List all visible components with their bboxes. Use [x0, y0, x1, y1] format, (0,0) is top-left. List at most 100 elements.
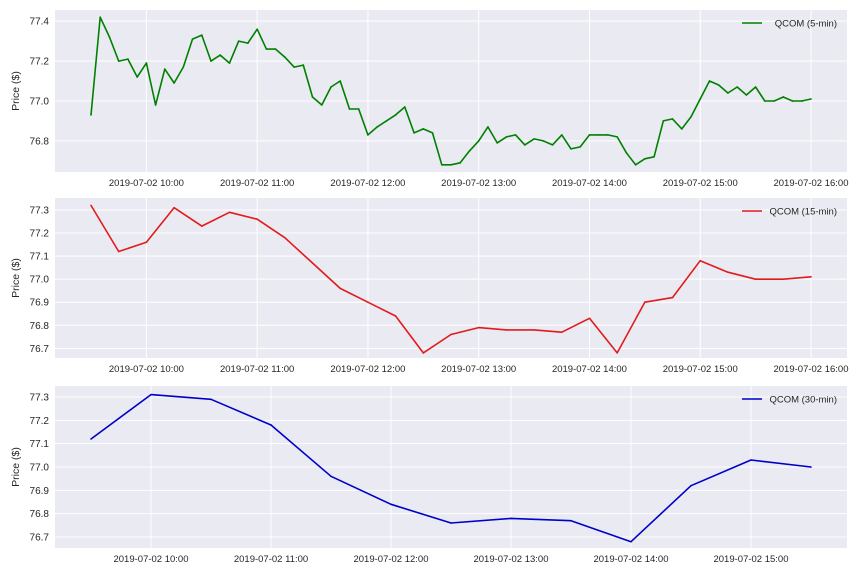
data-point [200, 34, 203, 36]
legend: QCOM (30-min) [742, 395, 837, 406]
data-point [570, 148, 572, 150]
data-point [510, 517, 512, 520]
data-point [330, 475, 332, 478]
data-point [330, 86, 332, 88]
data-point [588, 134, 591, 136]
data-point [750, 459, 752, 461]
y-tick-label: 76.8 [30, 509, 50, 520]
data-point [533, 138, 535, 140]
data-point [357, 108, 360, 110]
data-point [671, 118, 674, 120]
data-point [164, 68, 166, 70]
data-point [560, 331, 563, 333]
legend: QCOM (5-min) [742, 19, 837, 30]
data-point [311, 96, 314, 98]
plot-area [55, 10, 847, 172]
x-tick-label: 2019-07-02 14:00 [552, 178, 627, 189]
data-point [616, 136, 618, 138]
data-point [699, 259, 702, 262]
data-point [727, 92, 729, 94]
data-point [542, 140, 545, 142]
subplot-3: 76.7 76.8 76.9 77.0 77.1 77.2 77.3 2019-07-02 1… [10, 386, 847, 565]
data-point [390, 503, 392, 506]
x-tick-label: 2019-07-02 10:00 [113, 554, 188, 565]
data-point [367, 301, 369, 304]
y-tick-label: 76.8 [30, 136, 50, 147]
data-point [607, 134, 609, 136]
data-point [754, 86, 757, 88]
data-point [459, 162, 462, 164]
y-tick-label: 76.9 [30, 298, 50, 309]
x-tick-label: 2019-07-02 12:00 [330, 178, 405, 189]
data-point [505, 136, 508, 138]
data-point [320, 104, 323, 106]
data-point [256, 218, 258, 221]
y-axis-label: Price ($) [10, 71, 22, 111]
y-tick-label: 77.2 [30, 229, 50, 240]
legend-label: QCOM (15-min) [769, 207, 837, 218]
data-point [284, 56, 286, 58]
data-point [90, 114, 92, 116]
data-point [524, 144, 526, 146]
data-point [293, 66, 295, 68]
data-point [791, 100, 794, 102]
data-point [782, 278, 785, 280]
data-point [477, 326, 480, 329]
data-point [690, 116, 692, 118]
data-point [311, 262, 314, 264]
data-point [625, 152, 628, 154]
data-point [210, 398, 212, 401]
y-tick-label: 77.3 [30, 392, 50, 403]
y-tick-label: 77.0 [30, 463, 50, 474]
data-point [477, 140, 480, 142]
legend-label: QCOM (5-min) [775, 19, 837, 30]
y-axis-label: Price ($) [10, 258, 22, 298]
data-point [302, 64, 305, 66]
data-point [348, 108, 351, 110]
data-point [274, 48, 277, 50]
data-point [136, 76, 138, 78]
subplot-2: 76.7 76.8 76.9 77.0 77.1 77.2 77.3 2019-07-02 1… [10, 198, 849, 375]
data-point [339, 80, 342, 82]
data-point [736, 86, 738, 88]
data-point [690, 484, 692, 487]
data-point [394, 114, 397, 116]
x-tick-label: 2019-07-02 11:00 [220, 178, 294, 189]
y-tick-label: 77.2 [30, 57, 50, 68]
data-point [422, 128, 425, 130]
data-point [727, 271, 729, 274]
y-tick-label: 77.4 [30, 17, 50, 28]
data-point [699, 98, 702, 100]
data-point [413, 132, 415, 134]
data-point [256, 28, 258, 30]
data-point [422, 352, 425, 354]
data-point [200, 225, 203, 227]
y-tick-label: 77.1 [30, 439, 50, 450]
legend: QCOM (15-min) [742, 207, 837, 218]
data-point [810, 276, 812, 278]
legend-label: QCOM (30-min) [769, 395, 837, 406]
data-point [191, 38, 194, 40]
data-point [173, 206, 175, 209]
data-point [487, 126, 489, 128]
data-point [505, 329, 508, 331]
data-point [653, 156, 655, 158]
x-tick-label: 2019-07-02 10:00 [109, 364, 184, 375]
data-point [533, 329, 535, 331]
x-tick-label: 2019-07-02 15:00 [663, 364, 738, 375]
data-point [644, 158, 646, 160]
x-tick-label: 2019-07-02 11:00 [220, 364, 294, 375]
data-point [228, 211, 231, 214]
data-point [117, 60, 120, 62]
data-point [630, 540, 632, 543]
x-tick-label: 2019-07-02 12:00 [353, 554, 428, 565]
plot-area [55, 198, 847, 358]
y-axis-label: Price ($) [10, 447, 22, 487]
data-point [773, 100, 775, 102]
data-point [228, 62, 231, 64]
data-point [173, 82, 175, 84]
data-point [90, 204, 92, 207]
y-tick-label: 76.7 [30, 344, 50, 355]
data-point [782, 96, 785, 98]
